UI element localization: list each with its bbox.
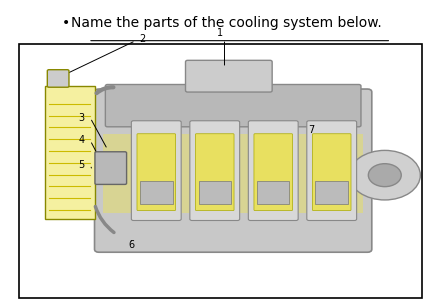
Text: Name the parts of the cooling system below.: Name the parts of the cooling system bel… bbox=[72, 16, 382, 30]
FancyBboxPatch shape bbox=[19, 44, 422, 298]
FancyBboxPatch shape bbox=[48, 70, 69, 87]
Bar bbox=[140, 181, 173, 204]
Text: 2: 2 bbox=[139, 34, 145, 44]
Circle shape bbox=[349, 150, 420, 200]
Bar bbox=[103, 135, 363, 213]
Bar bbox=[316, 181, 348, 204]
FancyBboxPatch shape bbox=[106, 84, 361, 127]
Text: 1: 1 bbox=[217, 28, 223, 38]
FancyBboxPatch shape bbox=[95, 89, 372, 252]
FancyBboxPatch shape bbox=[95, 152, 126, 185]
Circle shape bbox=[368, 164, 401, 187]
Text: 4: 4 bbox=[78, 135, 85, 145]
Text: 3: 3 bbox=[78, 113, 85, 123]
Text: 7: 7 bbox=[308, 125, 314, 135]
FancyBboxPatch shape bbox=[254, 134, 293, 210]
FancyBboxPatch shape bbox=[307, 121, 357, 221]
Bar bbox=[257, 181, 290, 204]
FancyBboxPatch shape bbox=[313, 134, 351, 210]
FancyBboxPatch shape bbox=[190, 121, 240, 221]
FancyBboxPatch shape bbox=[131, 121, 181, 221]
FancyBboxPatch shape bbox=[249, 121, 298, 221]
Bar bbox=[198, 181, 231, 204]
Bar bbox=[45, 86, 95, 219]
FancyBboxPatch shape bbox=[195, 134, 234, 210]
Text: 6: 6 bbox=[128, 240, 134, 250]
FancyBboxPatch shape bbox=[185, 60, 272, 92]
Text: 5: 5 bbox=[78, 160, 85, 170]
Text: •: • bbox=[62, 16, 71, 30]
FancyBboxPatch shape bbox=[137, 134, 176, 210]
